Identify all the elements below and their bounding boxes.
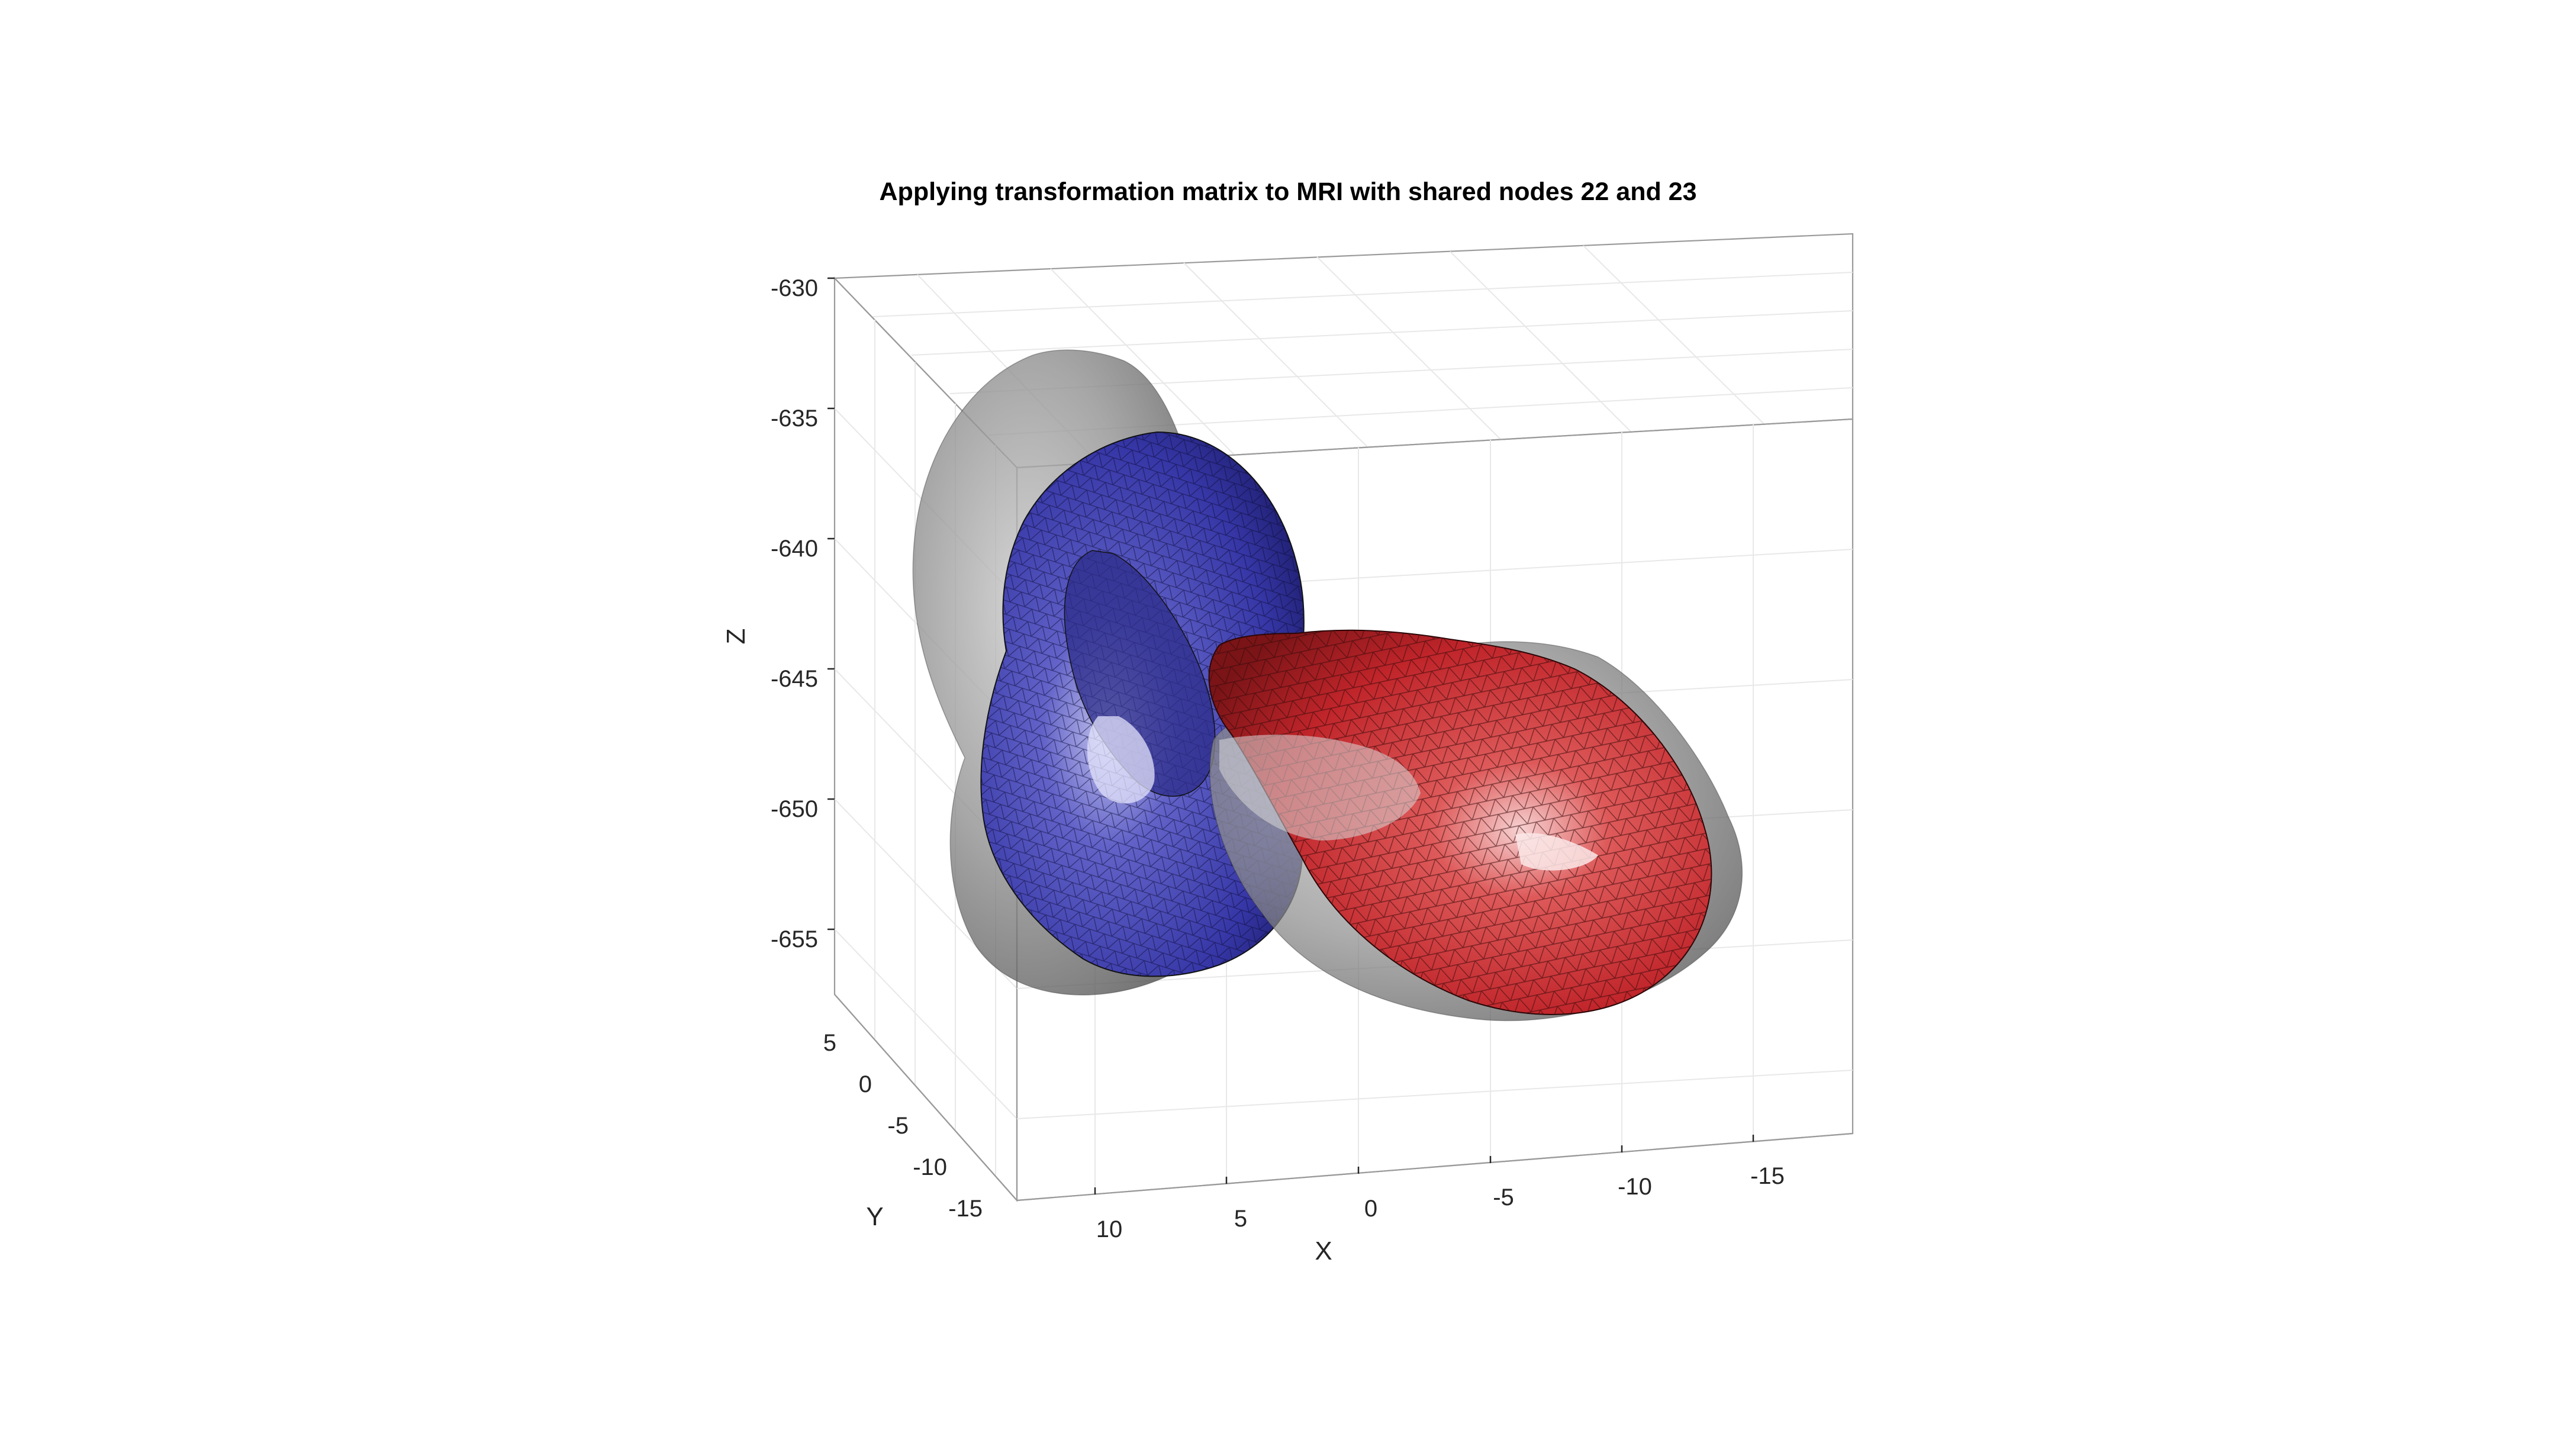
y-tick-label: -10 — [913, 1154, 947, 1180]
z-tick-label: -635 — [771, 405, 818, 432]
y-axis: 5 0 -5 -10 -15 Y — [823, 1030, 983, 1231]
x-tick-label: -10 — [1618, 1174, 1652, 1200]
red-surface — [1208, 629, 1712, 1015]
y-tick-label: 5 — [823, 1030, 836, 1056]
x-axis: 10 5 0 -5 -10 -15 X — [1094, 1135, 1785, 1266]
x-axis-label: X — [1315, 1237, 1332, 1266]
x-tick-label: -15 — [1750, 1163, 1785, 1189]
y-tick-label: -5 — [887, 1113, 909, 1139]
z-axis: -630 -635 -640 -645 -650 -655 Z — [722, 275, 835, 952]
x-tick-label: -5 — [1493, 1184, 1514, 1210]
z-tick-label: -640 — [771, 536, 818, 562]
z-tick-label: -655 — [771, 926, 818, 952]
z-tick-label: -630 — [771, 275, 818, 301]
z-axis-label: Z — [722, 629, 751, 645]
chart-title: Applying transformation matrix to MRI wi… — [880, 178, 1697, 206]
x-tick-label: 10 — [1096, 1216, 1123, 1242]
surfaces — [912, 349, 1743, 1022]
z-tick-label: -650 — [771, 796, 818, 822]
y-axis-label: Y — [866, 1202, 883, 1231]
x-tick-label: 5 — [1234, 1206, 1247, 1232]
x-tick-label: 0 — [1364, 1196, 1377, 1222]
y-tick-label: -15 — [948, 1196, 983, 1222]
z-tick-label: -645 — [771, 666, 818, 692]
y-tick-label: 0 — [859, 1071, 872, 1097]
